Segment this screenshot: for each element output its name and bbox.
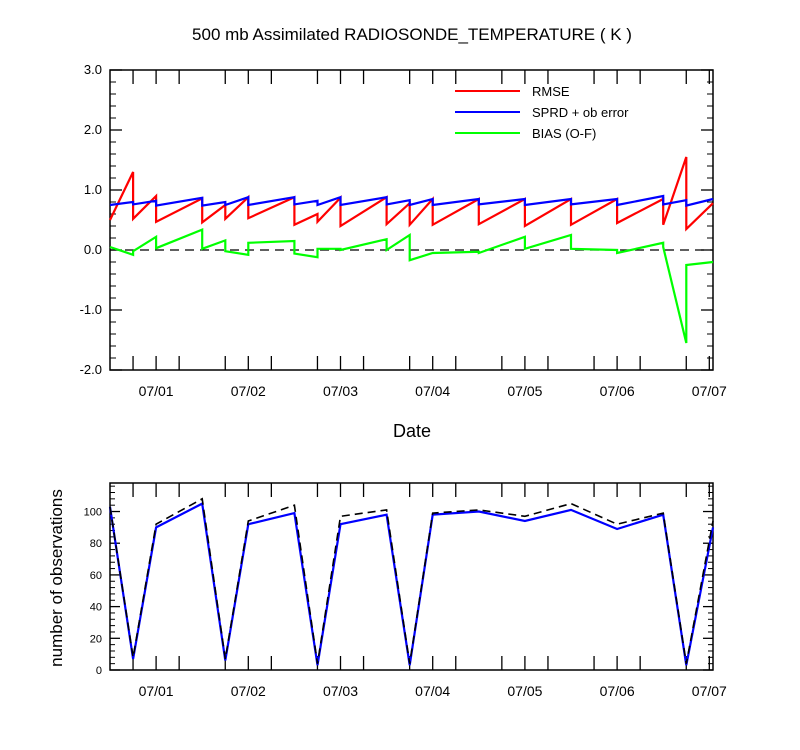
series-line-total [109,497,714,664]
series-line-assimilated [108,501,715,666]
y-tick-label: 100 [84,507,102,519]
y-tick-label: -1.0 [80,302,102,317]
y-axis-label-bottom: number of observations [47,489,66,667]
x-tick-label: 07/05 [507,383,542,399]
y-tick-label: 1.0 [84,182,102,197]
x-tick-label: 07/03 [323,383,358,399]
x-tick-label: 07/07 [692,383,727,399]
x-tick-label: 07/02 [231,383,266,399]
x-tick-label: 07/01 [139,683,174,699]
x-tick-label: 07/06 [600,683,635,699]
chart-title: 500 mb Assimilated RADIOSONDE_TEMPERATUR… [192,25,632,44]
x-tick-label: 07/04 [415,683,450,699]
y-tick-label: 0 [96,665,102,677]
y-tick-label: 40 [90,602,102,614]
x-axis-label: Date [393,421,431,441]
x-tick-label: 07/02 [231,683,266,699]
x-tick-label: 07/04 [415,383,450,399]
y-tick-label: 2.0 [84,122,102,137]
x-tick-label: 07/07 [692,683,727,699]
y-tick-label: -2.0 [80,362,102,377]
bottom-plot: 0 20 40 60 80 100 07/01 07/02 07/03 07/04 07/05 07/… [84,482,727,699]
series-line-rmse [109,156,714,232]
x-tick-label: 07/06 [600,383,635,399]
series-line-bias-o-f [109,227,714,344]
x-tick-label: 07/05 [507,683,542,699]
series-line-sprd-ob-error [109,194,714,208]
legend-label: SPRD + ob error [532,105,629,120]
y-tick-label: 0.0 [84,242,102,257]
legend-label: RMSE [532,84,570,99]
legend-label: BIAS (O-F) [532,126,596,141]
x-tick-label: 07/03 [323,683,358,699]
plot-frame [109,482,714,671]
y-tick-label: 20 [90,633,102,645]
y-tick-label: 3.0 [84,62,102,77]
y-tick-label: 60 [90,570,102,582]
y-tick-label: 80 [90,538,102,550]
x-tick-label: 07/01 [139,383,174,399]
top-plot: -2.0 -1.0 0.0 1.0 2.0 3.0 07/01 07/02 07/03 07/04… [80,62,727,399]
